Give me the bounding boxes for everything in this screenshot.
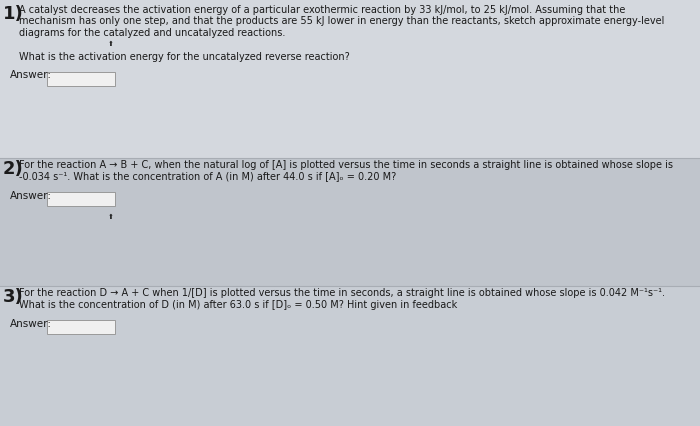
Text: For the reaction A → B + C, when the natural log of [A] is plotted versus the ti: For the reaction A → B + C, when the nat… (19, 160, 673, 170)
Bar (47, 192, 115, 206)
Text: -0.034 s⁻¹. What is the concentration of A (in M) after 44.0 s if [A]ₒ = 0.20 M?: -0.034 s⁻¹. What is the concentration of… (19, 172, 396, 181)
Text: 1): 1) (3, 5, 24, 23)
Bar (47, 320, 115, 334)
Bar (47, 72, 115, 86)
Text: For the reaction D → A + C when 1/[D] is plotted versus the time in seconds, a s: For the reaction D → A + C when 1/[D] is… (19, 288, 665, 298)
Text: 3): 3) (3, 288, 24, 306)
Text: ⬆: ⬆ (108, 214, 114, 220)
Bar (0, 286, 700, 426)
Text: Answer:: Answer: (10, 191, 52, 201)
Text: 2): 2) (3, 160, 24, 178)
Text: What is the concentration of D (in M) after 63.0 s if [D]ₒ = 0.50 M? Hint given : What is the concentration of D (in M) af… (19, 299, 457, 310)
Text: A catalyst decreases the activation energy of a particular exothermic reaction b: A catalyst decreases the activation ener… (19, 5, 625, 15)
Bar (0, 0, 700, 158)
Text: mechanism has only one step, and that the products are 55 kJ lower in energy tha: mechanism has only one step, and that th… (19, 17, 664, 26)
Text: diagrams for the catalyzed and uncatalyzed reactions.: diagrams for the catalyzed and uncatalyz… (19, 28, 286, 38)
Bar (0, 158, 700, 286)
Text: ⬆: ⬆ (108, 41, 114, 48)
Text: Answer:: Answer: (10, 319, 52, 329)
Text: Answer:: Answer: (10, 70, 52, 81)
Text: What is the activation energy for the uncatalyzed reverse reaction?: What is the activation energy for the un… (19, 52, 350, 62)
